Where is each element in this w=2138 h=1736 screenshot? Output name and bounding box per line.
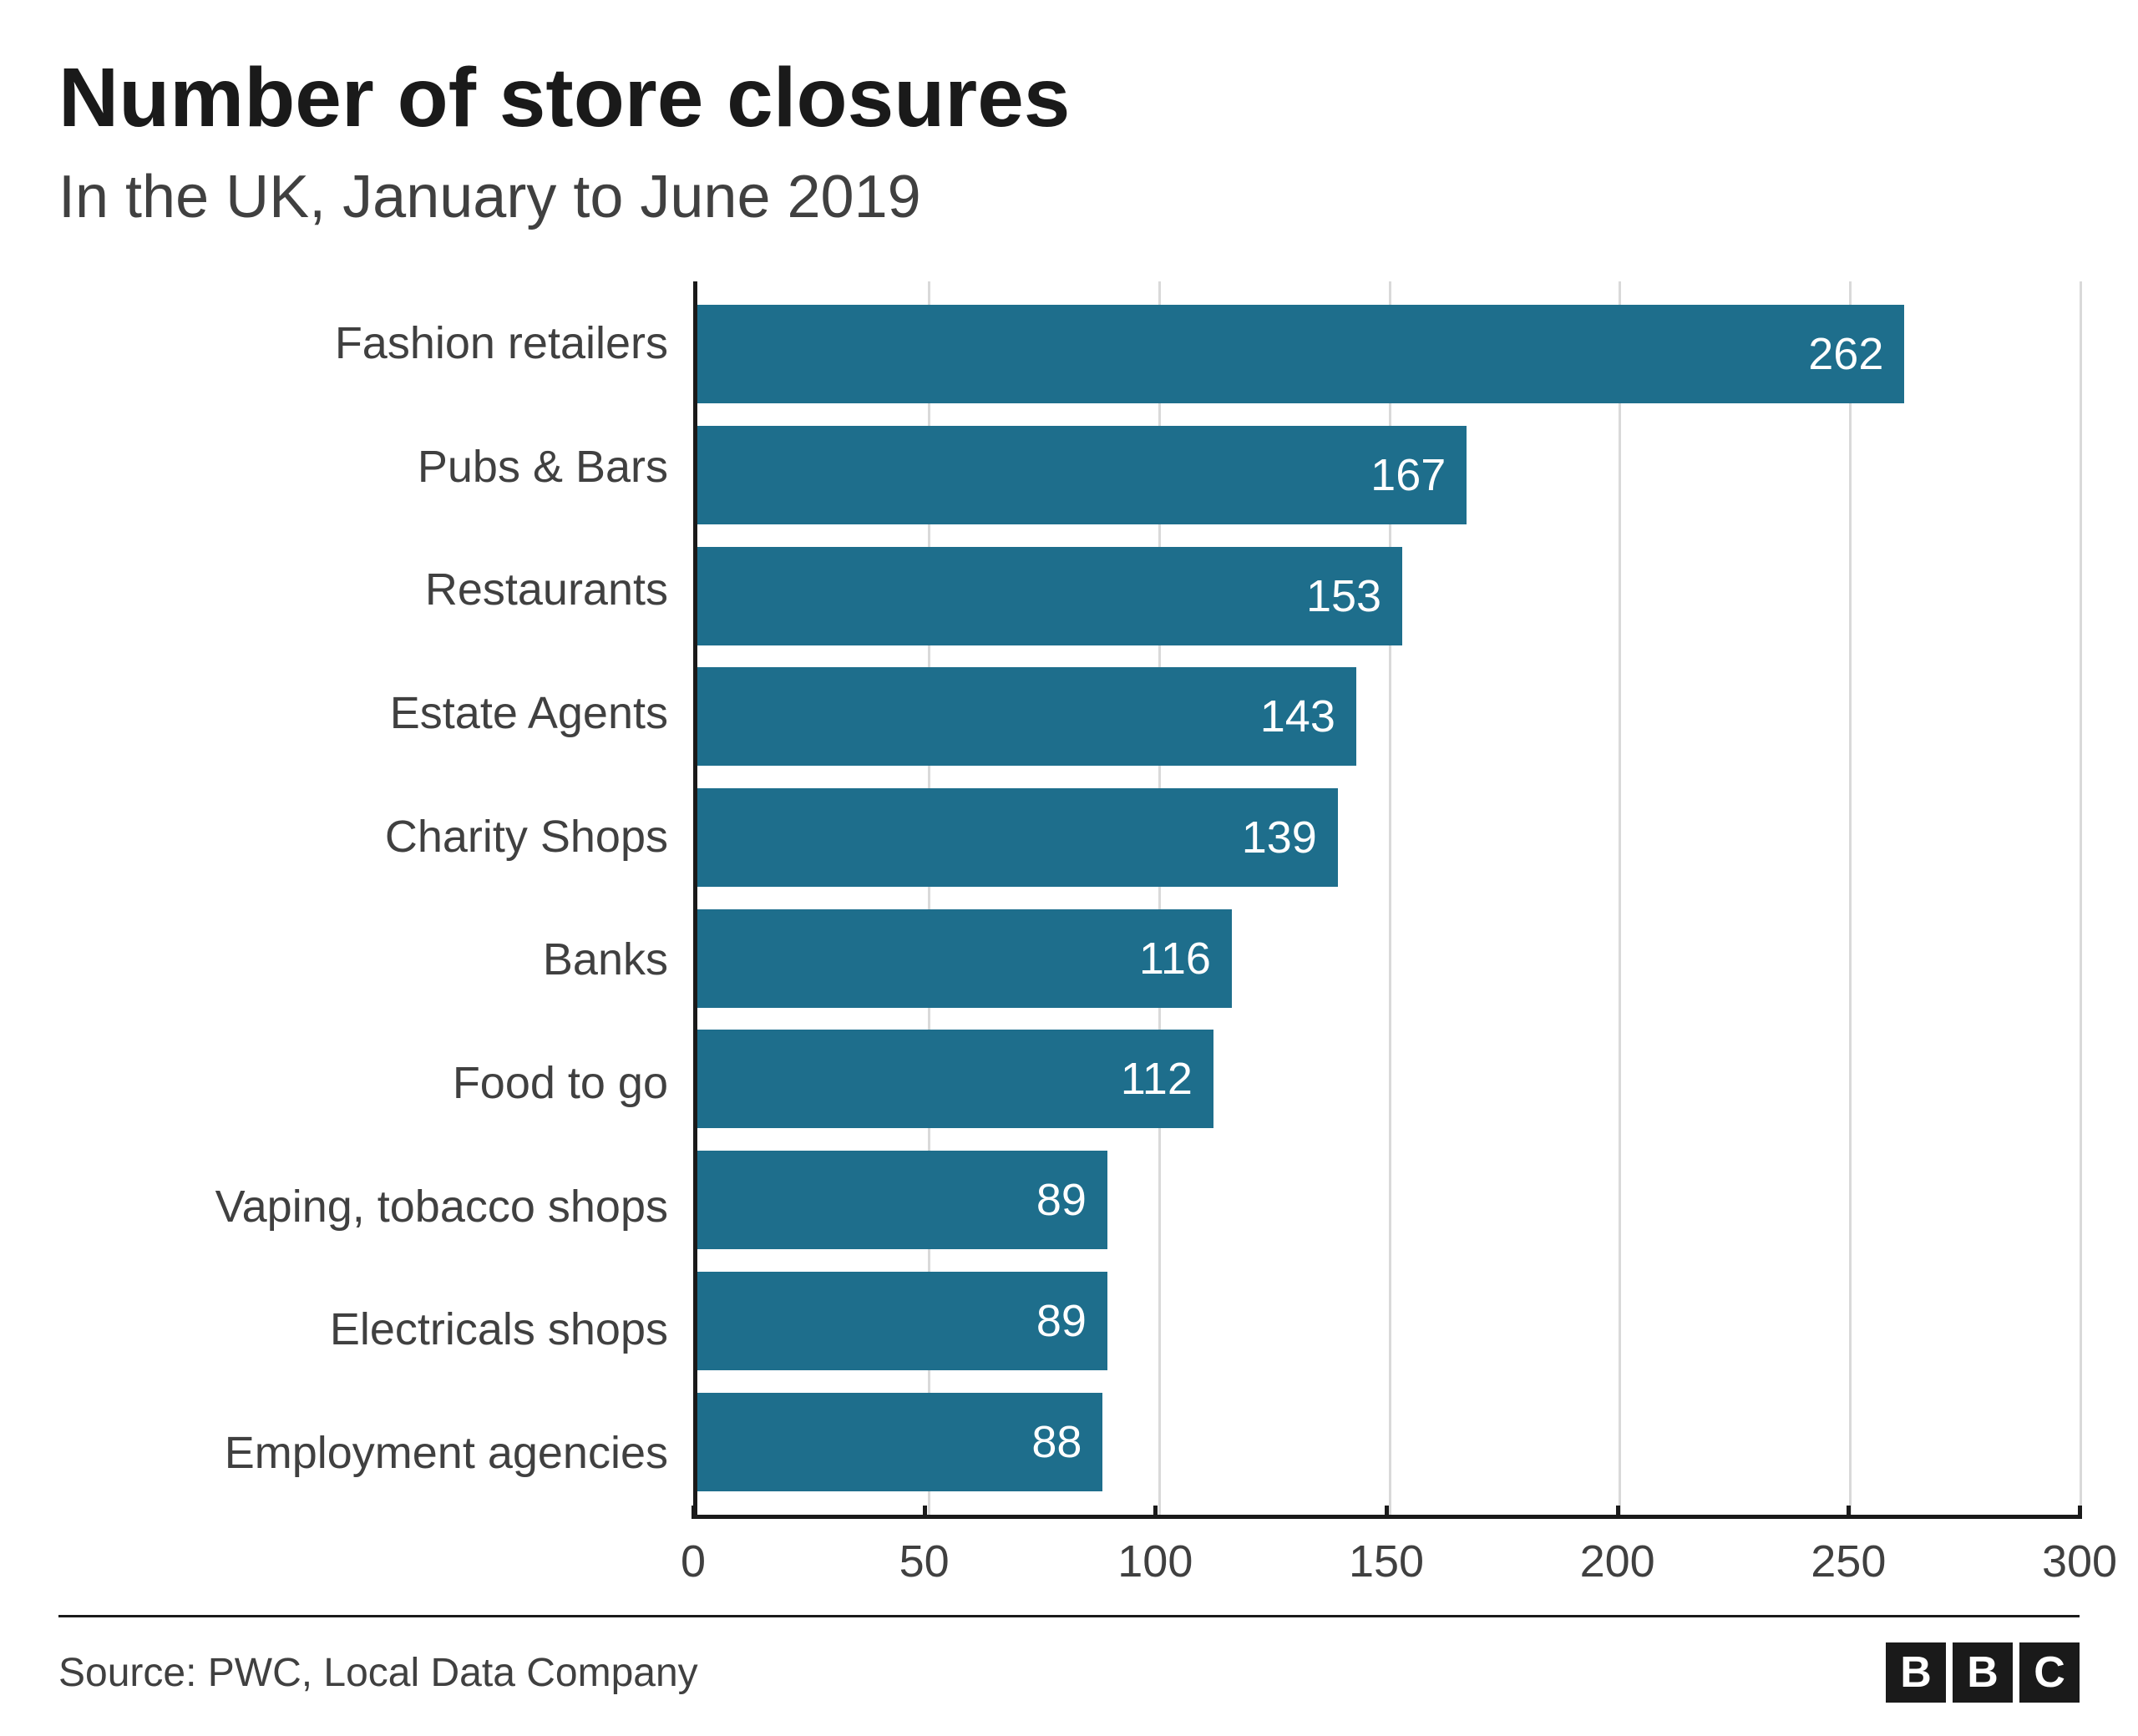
logo-letter-box: B — [1953, 1642, 2013, 1703]
x-axis: 050100150200250300 — [693, 1515, 2080, 1615]
bars: 262 167 153 143 139 116 112 89 89 88 — [697, 281, 2080, 1515]
bar-row: 143 — [697, 667, 2080, 766]
x-tick-label: 150 — [1349, 1536, 1424, 1587]
bar-value-label: 153 — [1306, 570, 1381, 622]
bar: 89 — [697, 1272, 1107, 1370]
bar-row: 116 — [697, 909, 2080, 1008]
logo-letter-box: C — [2019, 1642, 2080, 1703]
category-label: Restaurants — [425, 534, 668, 646]
x-tick — [1616, 1506, 1620, 1519]
gridline — [2080, 281, 2082, 1515]
y-axis-labels: Fashion retailersPubs & BarsRestaurantsE… — [58, 281, 693, 1515]
plot-area: Fashion retailersPubs & BarsRestaurantsE… — [58, 281, 2080, 1615]
bar-row: 88 — [697, 1393, 2080, 1491]
category-label: Food to go — [453, 1026, 668, 1139]
bbc-logo: BBC — [1886, 1642, 2080, 1703]
bar-value-label: 116 — [1139, 933, 1211, 984]
chart-footer: Source: PWC, Local Data Company BBC — [58, 1615, 2080, 1703]
bar: 167 — [697, 426, 1467, 524]
chart-title: Number of store closures — [58, 50, 2080, 146]
category-label: Banks — [543, 903, 668, 1016]
x-tick — [2078, 1506, 2082, 1519]
bar: 139 — [697, 788, 1338, 887]
bar: 262 — [697, 305, 1904, 403]
x-tick-label: 50 — [899, 1536, 950, 1587]
category-label: Fashion retailers — [335, 286, 668, 399]
bar: 88 — [697, 1393, 1102, 1491]
x-tick-label: 250 — [1811, 1536, 1886, 1587]
x-tick-label: 100 — [1117, 1536, 1193, 1587]
bar-row: 262 — [697, 305, 2080, 403]
bar: 112 — [697, 1030, 1213, 1128]
x-tick — [1385, 1506, 1389, 1519]
category-label: Electricals shops — [330, 1273, 668, 1386]
bar-row: 112 — [697, 1030, 2080, 1128]
x-tick — [1847, 1506, 1851, 1519]
category-label: Estate Agents — [390, 656, 668, 769]
x-tick-label: 300 — [2042, 1536, 2117, 1587]
category-label: Charity Shops — [385, 780, 668, 893]
category-label: Employment agencies — [225, 1397, 668, 1510]
bars-region: 262 167 153 143 139 116 112 89 89 88 — [693, 281, 2080, 1515]
bar-value-label: 89 — [1036, 1174, 1087, 1226]
category-label: Vaping, tobacco shops — [215, 1150, 668, 1263]
source-text: Source: PWC, Local Data Company — [58, 1650, 698, 1696]
chart-container: Number of store closures In the UK, Janu… — [0, 0, 2138, 1736]
x-tick-label: 200 — [1580, 1536, 1655, 1587]
bar-value-label: 112 — [1121, 1053, 1193, 1105]
bar: 153 — [697, 547, 1402, 645]
category-label: Pubs & Bars — [418, 410, 668, 523]
x-tick — [1153, 1506, 1158, 1519]
bar-value-label: 167 — [1370, 449, 1446, 501]
bar: 89 — [697, 1151, 1107, 1249]
chart-subtitle: In the UK, January to June 2019 — [58, 163, 2080, 231]
x-tick-label: 0 — [681, 1536, 706, 1587]
bar-row: 139 — [697, 788, 2080, 887]
bar-value-label: 262 — [1808, 328, 1883, 380]
bar-value-label: 143 — [1260, 691, 1335, 742]
logo-letter-box: B — [1886, 1642, 1946, 1703]
bar-row: 153 — [697, 547, 2080, 645]
x-tick — [923, 1506, 927, 1519]
bar: 143 — [697, 667, 1356, 766]
bar-value-label: 89 — [1036, 1295, 1087, 1347]
bar-value-label: 88 — [1031, 1416, 1082, 1468]
bar-value-label: 139 — [1242, 812, 1317, 863]
bar-row: 89 — [697, 1151, 2080, 1249]
bar-row: 167 — [697, 426, 2080, 524]
bar: 116 — [697, 909, 1232, 1008]
x-tick — [692, 1506, 696, 1519]
bar-row: 89 — [697, 1272, 2080, 1370]
